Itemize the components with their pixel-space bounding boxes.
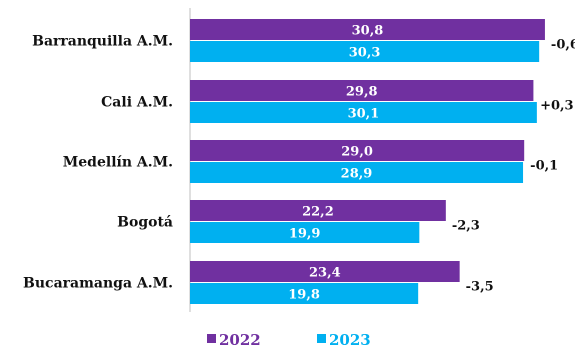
bar-2022 [190,140,525,161]
bar-2023 [190,41,540,62]
data-label-2023: 19,9 [289,227,321,242]
difference-label: -2,3 [452,219,480,234]
data-label-2023: 30,1 [348,107,380,122]
legend-label-2022: 2022 [219,331,261,349]
bar-2023 [190,102,537,123]
data-label-2022: 22,2 [302,205,334,220]
data-label-2023: 19,8 [288,288,320,303]
difference-label: -0,1 [530,159,558,174]
category-label: Bucaramanga A.M. [23,276,173,292]
bar-2022 [190,200,446,221]
data-label-2022: 29,8 [346,85,378,100]
data-label-2023: 30,3 [349,46,381,61]
data-label-2022: 23,4 [309,266,341,281]
data-label-2022: 29,0 [341,145,373,160]
category-label: Bogotá [117,215,173,231]
category-label: Medellín A.M. [63,155,173,171]
bar-2023 [190,162,524,183]
category-label: Cali A.M. [101,95,173,111]
bar-2022 [190,80,534,101]
difference-label: -0,6 [551,38,575,53]
data-label-2022: 30,8 [352,24,384,39]
data-label-2023: 28,9 [341,167,373,182]
category-label: Barranquilla A.M. [32,34,173,50]
difference-label: -3,5 [466,280,494,295]
bar-2023 [190,222,420,243]
legend-label-2023: 2023 [329,331,371,349]
legend-swatch-2023 [317,334,326,343]
legend-swatch-2022 [207,334,216,343]
bar-2022 [190,261,460,282]
bar-2022 [190,19,545,40]
bar-2023 [190,283,419,304]
difference-label: +0,3 [540,99,574,114]
